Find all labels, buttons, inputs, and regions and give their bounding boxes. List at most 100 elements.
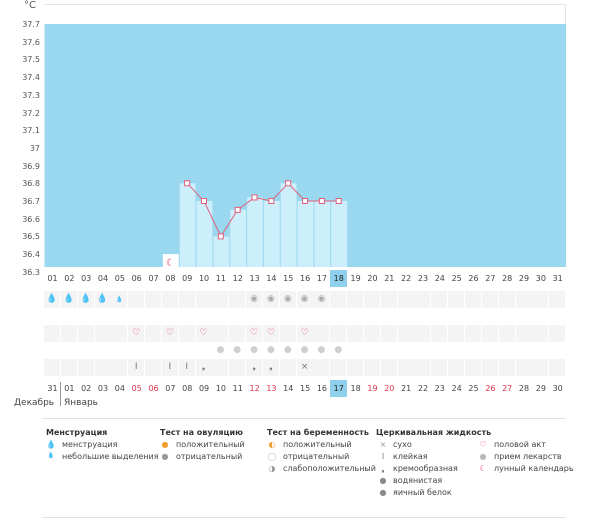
symptom-cell[interactable] (347, 342, 364, 359)
temperature-point[interactable] (234, 206, 241, 213)
symptom-cell[interactable] (77, 359, 94, 376)
symptom-cell[interactable] (296, 291, 313, 308)
day-footer-cell[interactable]: 29 (535, 384, 546, 393)
day-footer-cell[interactable]: 13 (266, 384, 277, 393)
day-footer-cell[interactable]: 02 (81, 384, 92, 393)
symptom-cell[interactable] (178, 308, 195, 325)
temperature-point[interactable] (268, 198, 275, 204)
symptom-cell[interactable] (498, 325, 515, 342)
symptom-cell[interactable] (380, 342, 397, 359)
ovulation-negative-icon[interactable]: ◉ (266, 294, 275, 304)
day-footer-cell[interactable]: 14 (283, 384, 294, 393)
symptom-cell[interactable] (465, 359, 481, 376)
day-footer-cell[interactable]: 28 (518, 384, 530, 393)
symptom-cell[interactable] (44, 325, 60, 342)
symptom-cell[interactable] (77, 342, 94, 359)
day-footer-cell[interactable]: 25 (468, 384, 479, 393)
symptom-cell[interactable] (262, 325, 279, 342)
symptom-cell[interactable] (60, 342, 77, 359)
symptom-cell[interactable] (363, 291, 380, 308)
symptom-cell[interactable] (94, 359, 111, 376)
symptom-cell[interactable] (161, 342, 178, 359)
symptom-cell[interactable] (195, 291, 212, 308)
day-header-cell[interactable]: 08 (165, 274, 176, 283)
symptom-cell[interactable] (212, 291, 229, 308)
symptom-cell[interactable] (347, 359, 364, 376)
day-header-cell[interactable]: 28 (502, 274, 513, 283)
menstruation-icon[interactable]: 💧 (63, 294, 75, 304)
symptom-cell[interactable] (380, 308, 397, 325)
symptom-cell[interactable] (161, 359, 178, 376)
symptom-cell[interactable] (178, 342, 195, 359)
symptom-cell[interactable] (229, 342, 246, 359)
day-header-cell[interactable]: 18 (330, 270, 348, 287)
menstruation-icon[interactable]: 💧 (80, 294, 92, 304)
symptom-cell[interactable] (498, 359, 515, 376)
day-header-cell[interactable]: 01 (47, 274, 58, 283)
symptom-cell[interactable] (246, 308, 263, 325)
pill-icon[interactable]: ● (283, 345, 292, 355)
symptom-cell[interactable] (145, 359, 162, 376)
symptom-cell[interactable] (397, 342, 414, 359)
heart-icon[interactable]: ♡ (250, 328, 259, 338)
symptom-cell[interactable] (128, 342, 145, 359)
symptom-cell[interactable] (229, 325, 246, 342)
symptom-cell[interactable] (532, 359, 549, 376)
symptom-cell[interactable] (397, 291, 414, 308)
day-header-cell[interactable]: 05 (114, 274, 125, 283)
symptom-cell[interactable] (330, 325, 347, 342)
day-header-cell[interactable]: 23 (417, 274, 429, 283)
sticky-icon[interactable]: I (168, 362, 172, 372)
symptom-cell[interactable] (330, 291, 347, 308)
ovulation-negative-icon[interactable]: ◉ (250, 294, 258, 304)
symptom-cell[interactable] (94, 325, 111, 342)
symptom-cell[interactable] (128, 359, 145, 376)
creamy-icon[interactable]: ❟ (269, 362, 273, 372)
symptom-cell[interactable] (195, 325, 212, 342)
day-footer-cell[interactable]: 22 (417, 384, 429, 393)
symptom-cell[interactable] (363, 325, 380, 342)
symptom-cell[interactable] (212, 359, 229, 376)
ovulation-negative-icon[interactable]: ◉ (300, 294, 309, 304)
symptom-cell[interactable] (296, 359, 313, 376)
day-footer-cell[interactable]: 17 (330, 380, 348, 397)
symptom-cell[interactable] (246, 359, 263, 376)
symptom-cell[interactable] (448, 342, 465, 359)
symptom-cell[interactable] (60, 308, 77, 325)
symptom-cell[interactable] (296, 342, 313, 359)
symptom-cell[interactable] (549, 291, 566, 308)
creamy-icon[interactable]: ❟ (201, 362, 206, 372)
day-footer-cell[interactable]: 30 (552, 384, 563, 393)
symptom-cell[interactable] (515, 308, 532, 325)
symptom-cell[interactable] (94, 308, 111, 325)
day-header-cell[interactable]: 09 (182, 274, 193, 283)
symptom-cell[interactable] (380, 359, 397, 376)
symptom-cell[interactable] (481, 359, 498, 376)
temperature-point[interactable] (251, 194, 258, 201)
day-header-cell[interactable]: 24 (434, 274, 445, 283)
heart-icon[interactable]: ♡ (165, 328, 174, 338)
symptom-cell[interactable] (161, 325, 178, 342)
day-footer-cell[interactable]: 04 (114, 384, 125, 393)
day-header-cell[interactable]: 11 (215, 274, 226, 283)
pill-icon[interactable]: ● (216, 345, 225, 355)
day-header-cell[interactable]: 17 (316, 274, 328, 283)
pill-icon[interactable]: ● (317, 345, 326, 355)
day-header-cell[interactable]: 30 (535, 274, 546, 283)
temperature-point[interactable] (302, 198, 309, 204)
day-header-cell[interactable]: 31 (552, 274, 563, 283)
symptom-cell[interactable] (60, 291, 77, 308)
sticky-icon[interactable]: I (134, 362, 138, 372)
symptom-cell[interactable] (549, 308, 566, 325)
symptom-cell[interactable] (414, 308, 431, 325)
day-footer-cell[interactable]: 18 (350, 384, 361, 393)
symptom-cell[interactable] (212, 308, 229, 325)
symptom-cell[interactable] (195, 342, 212, 359)
symptom-cell[interactable] (111, 308, 128, 325)
symptom-cell[interactable] (195, 308, 212, 325)
symptom-cell[interactable] (145, 342, 162, 359)
symptom-cell[interactable] (246, 342, 263, 359)
symptom-cell[interactable] (313, 342, 330, 359)
symptom-cell[interactable] (145, 291, 162, 308)
temperature-point[interactable] (200, 198, 207, 204)
